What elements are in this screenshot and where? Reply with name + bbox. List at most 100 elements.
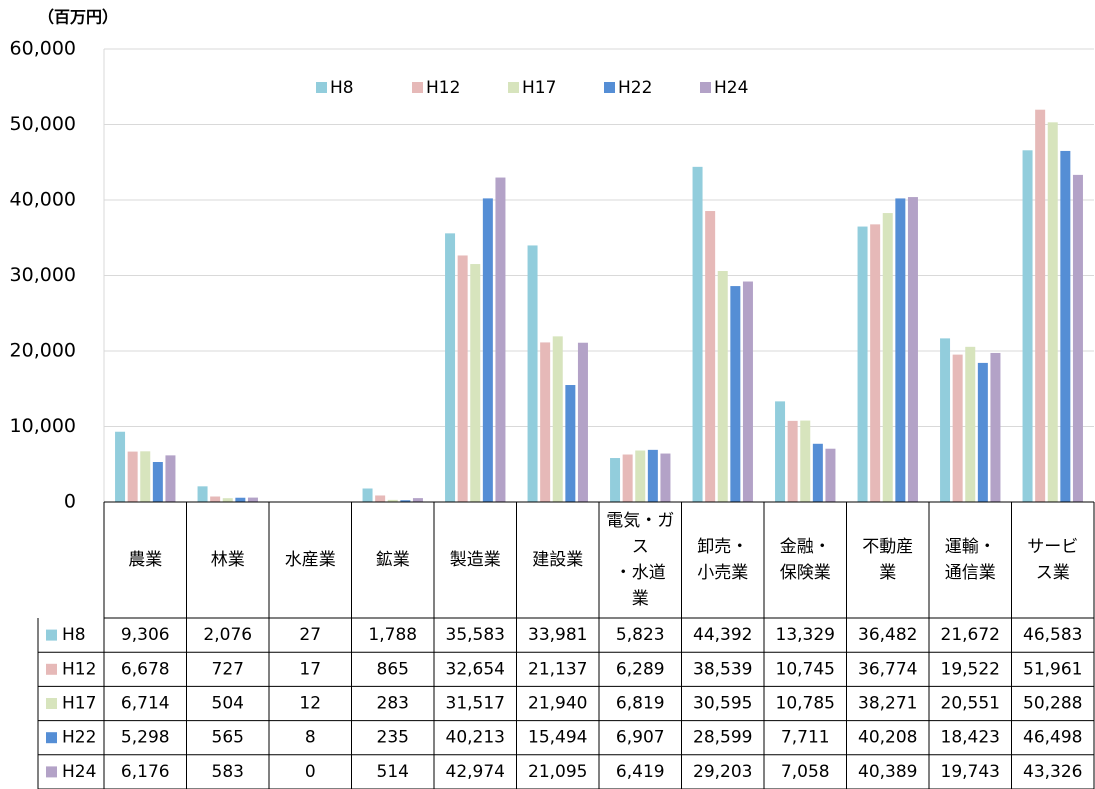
bar [362, 488, 373, 502]
table-legend-swatch [46, 629, 57, 641]
table-value: 36,482 [858, 625, 917, 645]
category-label: 運輸・通信業 [945, 537, 996, 583]
table-value: 46,583 [1023, 625, 1082, 645]
bar [387, 499, 398, 502]
y-tick-label: 40,000 [10, 189, 76, 211]
table-value: 8 [305, 728, 316, 748]
bar [400, 500, 411, 502]
table-value: 38,539 [693, 659, 752, 679]
bar [940, 338, 951, 502]
bar [717, 271, 728, 502]
bar [977, 362, 988, 502]
category-label: 製造業 [450, 550, 501, 570]
bar [1047, 122, 1058, 503]
table-value: 33,981 [528, 625, 587, 645]
bar [375, 495, 386, 502]
table-value: 17 [299, 659, 321, 679]
bar [692, 166, 703, 502]
bar [622, 454, 633, 502]
category-label: サービス業 [1027, 537, 1078, 583]
bar [800, 420, 811, 502]
table-value: 10,745 [776, 659, 835, 679]
table-value: 0 [305, 762, 316, 782]
table-value: 6,419 [616, 762, 665, 782]
category-label: 電気・ガス・水道業 [606, 511, 674, 609]
category-label: 金融・保険業 [780, 537, 831, 583]
table-series-label: H17 [62, 694, 96, 714]
bar [647, 449, 658, 502]
bar [482, 198, 493, 502]
y-tick-label: 60,000 [10, 38, 76, 60]
category-label: 卸売・小売業 [697, 537, 748, 583]
legend-swatch [700, 82, 711, 93]
table-value: 21,137 [528, 659, 587, 679]
bar [812, 443, 823, 502]
table-value: 29,203 [693, 762, 752, 782]
table-value: 38,271 [858, 694, 917, 714]
y-tick-label: 30,000 [10, 264, 76, 286]
bar [907, 197, 918, 502]
bar [152, 462, 163, 502]
bar [1035, 109, 1046, 502]
bar [870, 224, 881, 502]
table-value: 21,940 [528, 694, 587, 714]
bar [197, 486, 208, 502]
category-label: 水産業 [285, 550, 336, 570]
table-value: 565 [212, 728, 244, 748]
table-value: 42,974 [446, 762, 505, 782]
legend-label: H8 [330, 78, 354, 98]
bar [990, 352, 1001, 502]
table-value: 283 [377, 694, 409, 714]
bar [210, 496, 221, 502]
bar [165, 455, 176, 502]
table-value: 10,785 [776, 694, 835, 714]
bar [1060, 150, 1071, 502]
y-tick-label: 20,000 [10, 340, 76, 362]
bar [247, 497, 258, 502]
table-legend-swatch [46, 732, 57, 744]
bar [527, 245, 538, 502]
table-value: 727 [212, 659, 244, 679]
table-value: 2,076 [203, 625, 252, 645]
table-value: 15,494 [528, 728, 587, 748]
y-tick-label: 10,000 [10, 415, 76, 437]
bar [457, 255, 468, 502]
table-value: 514 [377, 762, 409, 782]
table-value: 46,498 [1023, 728, 1082, 748]
table-value: 6,678 [121, 659, 170, 679]
bar [1022, 150, 1033, 503]
bar [540, 342, 551, 502]
table-value: 583 [212, 762, 244, 782]
bar [965, 346, 976, 502]
table-value: 504 [212, 694, 244, 714]
bar [470, 264, 481, 502]
bar [552, 336, 563, 502]
table-value: 19,743 [941, 762, 1000, 782]
table-value: 30,595 [693, 694, 752, 714]
bar [127, 451, 138, 502]
table-value: 19,522 [941, 659, 1000, 679]
bar [730, 286, 741, 502]
category-label: 鉱業 [376, 550, 410, 570]
bar [857, 226, 868, 502]
table-value: 7,711 [781, 728, 830, 748]
table-value: 27 [299, 625, 321, 645]
table-value: 40,208 [858, 728, 917, 748]
table-value: 40,389 [858, 762, 917, 782]
unit-label: （百万円） [38, 8, 118, 27]
bar [882, 213, 893, 502]
bar [577, 342, 588, 502]
table-value: 44,392 [693, 625, 752, 645]
legend-swatch [316, 82, 327, 93]
table-value: 21,672 [941, 625, 1000, 645]
table-value: 6,176 [121, 762, 170, 782]
table-value: 35,583 [446, 625, 505, 645]
table-value: 6,714 [121, 694, 170, 714]
bar [565, 385, 576, 502]
table-series-label: H8 [62, 625, 86, 645]
table-value: 20,551 [941, 694, 1000, 714]
bar [742, 281, 753, 502]
bar [787, 420, 798, 502]
table-value: 5,298 [121, 728, 170, 748]
